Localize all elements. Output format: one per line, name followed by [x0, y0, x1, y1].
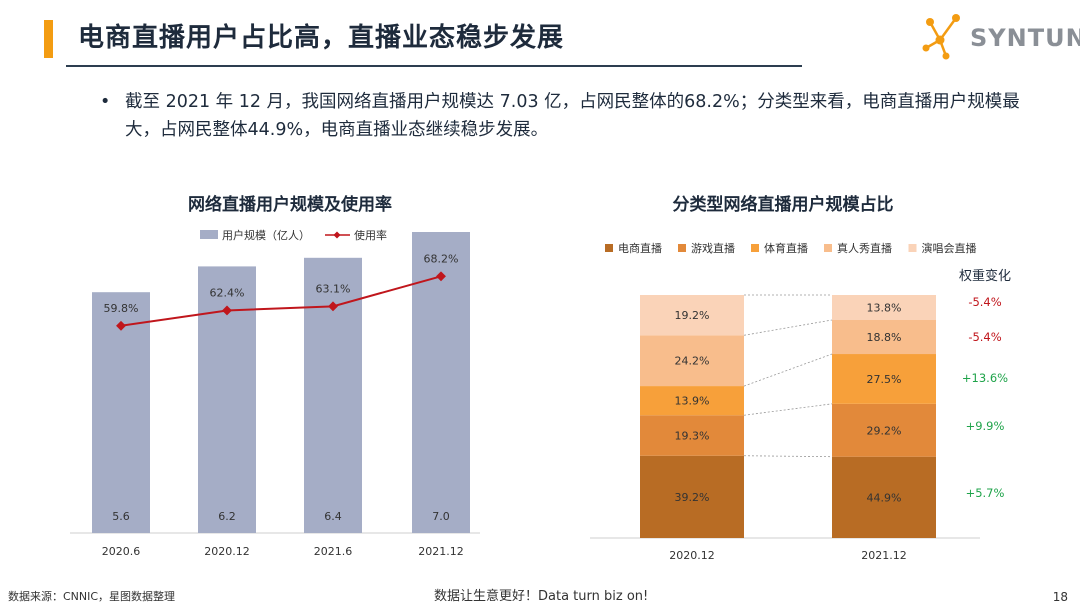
x-tick-label: 2021.12: [861, 549, 907, 562]
legend-swatch-bar: [200, 230, 218, 239]
syntun-logo-icon: [922, 14, 960, 60]
bar-user-scale: [304, 257, 362, 533]
segment-value-label: 44.9%: [867, 491, 902, 504]
chart2-category-stacked-bar: 电商直播 游戏直播 体育直播 真人秀直播 演唱会直播 39.2% 19.3% 13.9% 24.…: [590, 241, 1011, 562]
legend-label-bar: 用户规模（亿人）: [222, 228, 310, 242]
stack-segment-电商直播: [832, 456, 936, 538]
stack-segment-体育直播: [640, 386, 744, 416]
stack-segment-游戏直播: [832, 403, 936, 457]
segment-value-label: 19.3%: [675, 429, 710, 442]
stack-segment-演唱会直播: [832, 295, 936, 320]
chart1-title: 网络直播用户规模及使用率: [188, 195, 392, 215]
legend-label: 体育直播: [764, 241, 808, 255]
legend-label-line: 使用率: [354, 228, 387, 242]
segment-value-label: 39.2%: [675, 491, 710, 504]
bullet-marker: •: [100, 92, 111, 112]
bar-value-label: 7.0: [432, 510, 450, 523]
title-divider: [66, 65, 802, 67]
footer-slogan: 数据让生意更好！Data turn biz on!: [434, 589, 649, 604]
page-number: 18: [1052, 590, 1068, 604]
usage-rate-label: 59.8%: [104, 302, 139, 315]
x-tick-label: 2020.6: [102, 545, 141, 558]
segment-value-label: 13.9%: [675, 395, 710, 408]
usage-rate-label: 63.1%: [316, 282, 351, 295]
x-tick-label: 2020.12: [669, 549, 715, 562]
segment-connector-line: [743, 319, 833, 336]
summary-text: 截至 2021 年 12 月，我国网络直播用户规模达 7.03 亿，占网民整体的…: [125, 92, 1020, 140]
chart2-title: 分类型网络直播用户规模占比: [672, 195, 894, 215]
stack-segment-体育直播: [832, 354, 936, 404]
weight-change-header: 权重变化: [959, 268, 1011, 284]
bar-value-label: 5.6: [112, 510, 130, 523]
segment-connector-line: [743, 403, 833, 416]
stack-segment-电商直播: [640, 455, 744, 538]
stack-segment-真人秀直播: [832, 319, 936, 355]
bar-user-scale: [92, 292, 150, 533]
footer-source: 数据来源：CNNIC，星图数据整理: [8, 590, 176, 603]
stack-segment-游戏直播: [640, 415, 744, 456]
logo-text: SYNTUN: [970, 24, 1080, 52]
segment-value-label: 24.2%: [675, 355, 710, 368]
x-tick-label: 2020.12: [204, 545, 250, 558]
segment-value-label: 29.2%: [867, 424, 902, 437]
legend-swatch-体育直播: [751, 244, 759, 252]
weight-change-label: +13.6%: [962, 371, 1008, 385]
segment-value-label: 18.8%: [867, 331, 902, 344]
stack-segment-演唱会直播: [640, 295, 744, 336]
segment-value-label: 27.5%: [867, 373, 902, 386]
usage-rate-point: [222, 305, 232, 316]
bar-value-label: 6.2: [218, 510, 236, 523]
usage-rate-label: 62.4%: [210, 286, 245, 299]
segment-connector-line: [743, 455, 833, 458]
segment-value-label: 19.2%: [675, 309, 710, 322]
segment-value-label: 13.8%: [867, 301, 902, 314]
page-title: 电商直播用户占比高，直播业态稳步发展: [78, 23, 565, 53]
segment-connector-line: [743, 353, 833, 387]
weight-change-label: +9.9%: [966, 419, 1005, 433]
x-tick-label: 2021.6: [314, 545, 353, 558]
usage-rate-point: [116, 320, 126, 331]
legend-label: 电商直播: [618, 241, 662, 255]
legend-marker-line: [333, 231, 341, 239]
weight-change-label: -5.4%: [968, 330, 1001, 344]
weight-change-label: -5.4%: [968, 295, 1001, 309]
legend-label: 真人秀直播: [837, 241, 892, 255]
usage-rate-label: 68.2%: [424, 252, 459, 265]
legend-label: 演唱会直播: [922, 241, 977, 255]
x-tick-label: 2021.12: [418, 545, 464, 558]
usage-rate-line: [120, 275, 442, 327]
stack-segment-真人秀直播: [640, 335, 744, 387]
legend-swatch-游戏直播: [678, 244, 686, 252]
legend-swatch-演唱会直播: [908, 244, 917, 252]
legend-swatch-电商直播: [605, 244, 613, 252]
legend-swatch-真人秀直播: [824, 244, 832, 252]
bar-value-label: 6.4: [324, 510, 342, 523]
legend-label: 游戏直播: [691, 241, 735, 255]
chart1-user-scale-bar-line: 用户规模（亿人） 使用率 5.6 6.2 6.4 7.0 2020.6 2020.12 2021…: [70, 228, 480, 558]
weight-change-label: +5.7%: [966, 486, 1005, 500]
title-accent-bar: [44, 20, 53, 58]
